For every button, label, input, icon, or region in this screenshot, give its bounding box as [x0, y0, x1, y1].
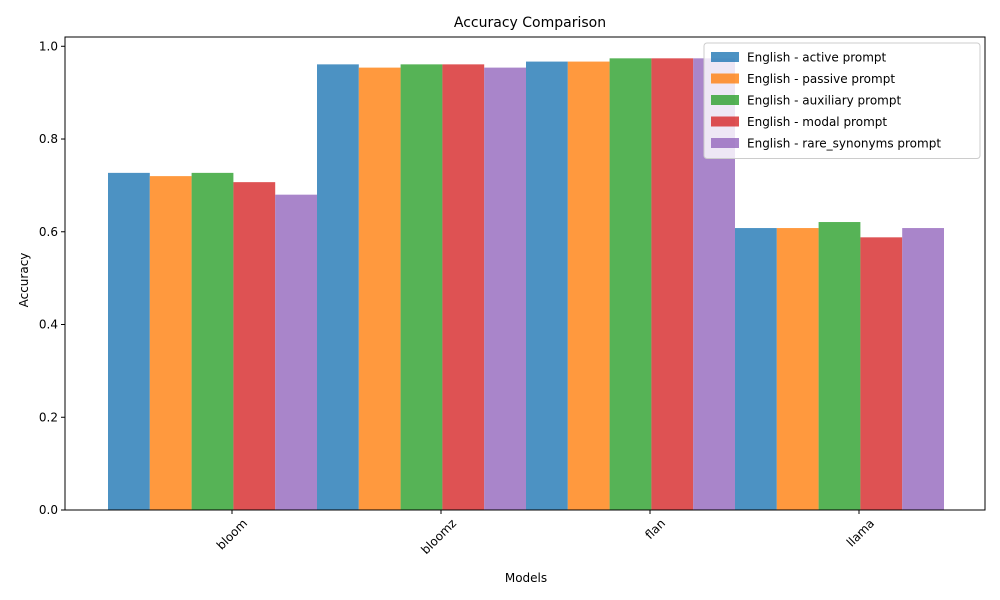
y-tick-label: 0.8 — [39, 132, 58, 146]
legend-swatch — [711, 52, 739, 62]
bar-bloomz-series-4 — [442, 64, 485, 511]
bar-llama-series-4 — [860, 237, 903, 510]
legend-swatch — [711, 116, 739, 127]
bar-flan-series-3 — [609, 58, 652, 510]
y-tick-label: 0.6 — [39, 225, 58, 239]
legend-box — [703, 42, 981, 159]
bar-bloom-series-4 — [233, 182, 276, 510]
bar-bloomz-series-2 — [358, 67, 401, 511]
bar-flan-series-4 — [651, 58, 694, 510]
legend-swatch — [711, 95, 739, 105]
y-tick-label: 1.0 — [39, 39, 58, 53]
legend-label: English - auxiliary prompt — [747, 94, 901, 108]
legend-swatch — [711, 138, 739, 148]
legend-label: English - modal prompt — [747, 115, 887, 129]
bar-flan-series-1 — [526, 61, 568, 510]
bar-llama-series-2 — [776, 228, 819, 511]
legend-swatch — [711, 73, 739, 84]
y-tick-label: 0.0 — [39, 503, 58, 517]
bar-llama-series-3 — [818, 222, 861, 510]
bar-bloomz-series-3 — [400, 64, 443, 511]
legend: English - active prompt English - passive… — [703, 42, 981, 159]
bar-llama-series-1 — [735, 228, 777, 511]
plot-frame — [64, 36, 986, 511]
legend-label: English - passive prompt — [747, 72, 895, 86]
bar-bloom-series-5 — [275, 194, 317, 511]
chart-title: Accuracy Comparison — [454, 15, 606, 31]
bars-layer — [108, 58, 944, 511]
bar-bloom-series-2 — [149, 176, 192, 510]
y-tick-label: 0.4 — [39, 318, 58, 332]
bar-bloom-series-3 — [191, 172, 234, 510]
x-axis-title: Models — [505, 571, 547, 585]
bar-flan-series-2 — [567, 61, 610, 510]
y-tick-label: 0.2 — [39, 410, 58, 424]
bar-llama-series-5 — [902, 228, 944, 511]
legend-label: English - active prompt — [747, 51, 887, 65]
bar-bloomz-series-1 — [317, 64, 359, 511]
bar-bloomz-series-5 — [484, 67, 526, 511]
y-axis-title: Accuracy — [17, 253, 31, 308]
bar-bloom-series-1 — [108, 172, 150, 510]
legend-label: English - rare_synonyms prompt — [747, 137, 941, 151]
